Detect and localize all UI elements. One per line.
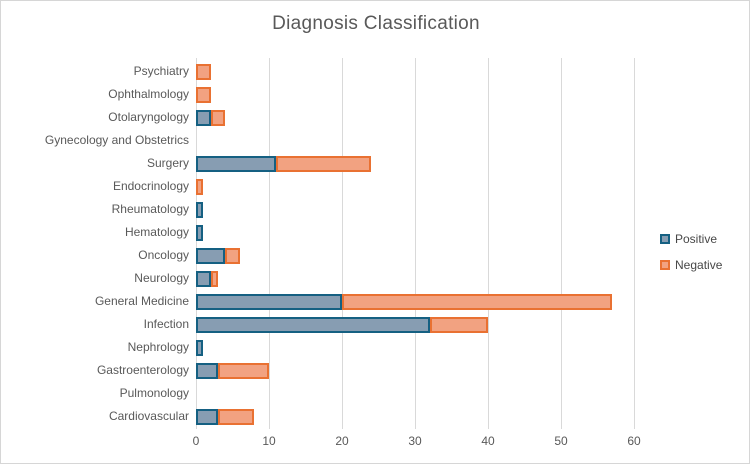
legend-swatch-positive: [660, 234, 670, 244]
x-tick-label-10: 10: [262, 434, 276, 448]
bar-segment-negative: [429, 316, 488, 333]
legend: Positive Negative: [660, 232, 722, 272]
category-label-endocrinology: Endocrinology: [112, 179, 189, 193]
x-tick-label-20: 20: [335, 434, 349, 448]
gridline-20: [342, 58, 343, 429]
plot-area: [196, 58, 649, 429]
bar-segment-positive: [196, 408, 218, 425]
bar-row: [196, 224, 204, 241]
gridline-10: [269, 58, 270, 429]
bar-row: [196, 293, 613, 310]
bar-segment-positive: [196, 270, 211, 287]
x-tick-label-40: 40: [481, 434, 495, 448]
bar-segment-negative: [217, 408, 255, 425]
chart-title: Diagnosis Classification: [272, 13, 480, 34]
bar-row: [196, 247, 240, 264]
bar-row: [196, 362, 269, 379]
legend-item-positive: Positive: [660, 232, 722, 246]
bar-row: [196, 316, 488, 333]
bar-segment-positive: [196, 224, 204, 241]
legend-swatch-negative: [660, 260, 670, 270]
bar-segment-negative: [210, 270, 218, 287]
bar-row: [196, 270, 218, 287]
bar-segment-negative: [196, 178, 204, 195]
category-label-psychiatry: Psychiatry: [133, 64, 189, 78]
bar-segment-positive: [196, 109, 211, 126]
x-tick-label-30: 30: [408, 434, 422, 448]
gridline-50: [561, 58, 562, 429]
category-label-rheumatology: Rheumatology: [111, 202, 189, 216]
bar-segment-negative: [196, 86, 211, 103]
category-label-gastroenterology: Gastroenterology: [96, 363, 189, 377]
category-label-ophthalmology: Ophthalmology: [108, 87, 189, 101]
x-tick-label-60: 60: [627, 434, 641, 448]
category-label-neurology: Neurology: [134, 271, 189, 285]
legend-label-positive: Positive: [675, 232, 718, 246]
gridline-30: [415, 58, 416, 429]
bar-segment-negative: [225, 247, 240, 264]
bar-segment-positive: [196, 247, 226, 264]
bar-row: [196, 86, 211, 103]
category-label-pulmonology: Pulmonology: [119, 386, 189, 400]
legend-label-negative: Negative: [675, 258, 723, 272]
category-label-otolaryngology: Otolaryngology: [108, 110, 189, 124]
legend-item-negative: Negative: [660, 258, 722, 272]
bar-segment-positive: [196, 362, 218, 379]
bar-segment-positive: [196, 339, 204, 356]
category-label-hematology: Hematology: [124, 225, 189, 239]
bar-row: [196, 201, 204, 218]
gridline-0: [196, 58, 197, 429]
bar-row: [196, 63, 211, 80]
category-label-gynecology-and-obstetrics: Gynecology and Obstetrics: [44, 133, 189, 147]
bar-row: [196, 178, 204, 195]
bar-segment-positive: [196, 293, 342, 310]
bar-segment-positive: [196, 201, 204, 218]
bar-segment-negative: [276, 155, 372, 172]
category-label-oncology: Oncology: [138, 248, 189, 262]
bar-segment-negative: [342, 293, 613, 310]
bar-segment-negative: [210, 109, 226, 126]
bar-segment-negative: [196, 63, 211, 80]
category-label-general-medicine: General Medicine: [94, 294, 189, 308]
category-label-surgery: Surgery: [146, 156, 189, 170]
category-label-infection: Infection: [143, 317, 189, 331]
bar-row: [196, 155, 372, 172]
gridline-60: [634, 58, 635, 429]
x-tick-label-0: 0: [192, 434, 200, 448]
gridline-40: [488, 58, 489, 429]
bar-row: [196, 109, 226, 126]
x-tick-label-50: 50: [554, 434, 568, 448]
category-label-nephrology: Nephrology: [127, 340, 189, 354]
bar-segment-positive: [196, 316, 430, 333]
bar-segment-negative: [217, 362, 269, 379]
bar-row: [196, 408, 255, 425]
category-label-cardiovascular: Cardiovascular: [108, 409, 189, 423]
bar-row: [196, 339, 204, 356]
bar-segment-positive: [196, 155, 277, 172]
